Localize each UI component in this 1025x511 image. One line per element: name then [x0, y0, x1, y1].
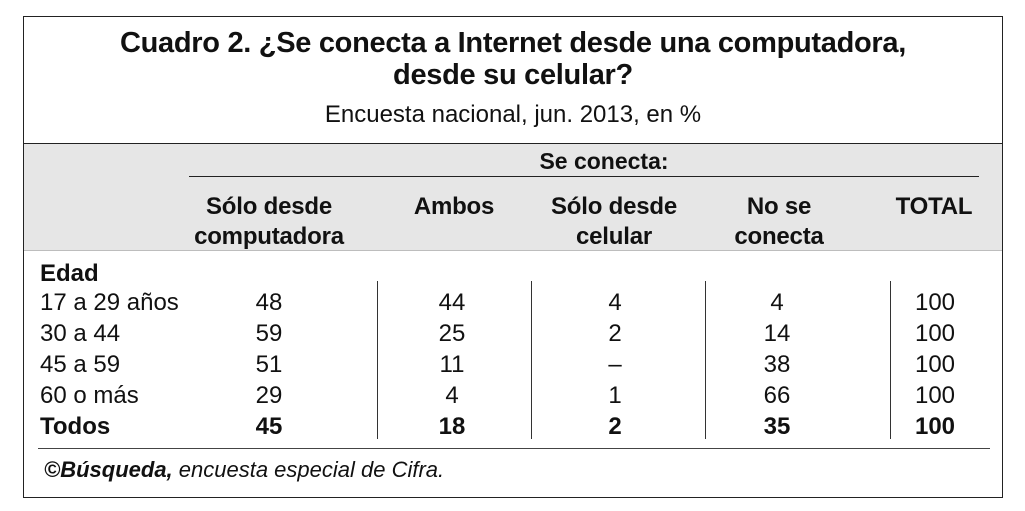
cell-solo-celular: 4 [608, 289, 622, 316]
column-header-line-1: Ambos [413, 193, 495, 220]
cell-total: 100 [914, 382, 956, 409]
column-header-line-2: computadora [194, 223, 344, 250]
cell-no-conecta: 4 [770, 289, 784, 316]
column-header-total: TOTAL [874, 192, 994, 222]
cell-solo-computadora: 51 [255, 351, 283, 378]
column-header-line-1: Sólo desde [550, 193, 678, 220]
cell-total: 100 [914, 320, 956, 347]
cell-solo-celular: 2 [608, 320, 622, 347]
column-header-line-1: No se [746, 193, 812, 220]
column-divider [531, 281, 532, 439]
column-header-solo-computadora: Sólo desde computadora [184, 192, 354, 252]
cell-total: 100 [914, 289, 956, 316]
title-box: Cuadro 2. ¿Se conecta a Internet desde u… [24, 17, 1002, 144]
title-line-2: desde su celular? [393, 59, 633, 91]
cell-solo-computadora: 45 [255, 413, 283, 440]
group-rule [189, 176, 979, 177]
table-row: 45 a 59 51 11 – 38 100 [24, 349, 1002, 380]
cell-no-conecta: 35 [763, 413, 791, 440]
header-band: Se conecta: Sólo desde computadora Ambos… [24, 144, 1002, 251]
table-frame: Cuadro 2. ¿Se conecta a Internet desde u… [23, 16, 1003, 498]
cell-total: 100 [914, 351, 956, 378]
table-title: Cuadro 2. ¿Se conecta a Internet desde u… [24, 27, 1002, 91]
source-name: ©Búsqueda, [44, 457, 173, 482]
column-header-no-conecta: No se conecta [714, 192, 844, 252]
cell-ambos: 18 [438, 413, 466, 440]
column-header-line-1: Sólo desde [205, 193, 333, 220]
column-header-line-2: TOTAL [895, 193, 973, 220]
cell-no-conecta: 38 [763, 351, 791, 378]
column-divider [377, 281, 378, 439]
group-label: Se conecta: [539, 148, 669, 174]
cell-no-conecta: 66 [763, 382, 791, 409]
title-line-1: Cuadro 2. ¿Se conecta a Internet desde u… [119, 27, 906, 59]
cell-no-conecta: 14 [763, 320, 791, 347]
cell-solo-computadora: 59 [255, 320, 283, 347]
cell-ambos: 25 [438, 320, 466, 347]
cell-ambos: 4 [445, 382, 459, 409]
column-header-line-2: conecta [734, 223, 824, 250]
table-row: 30 a 44 59 25 2 14 100 [24, 318, 1002, 349]
cell-total: 100 [914, 413, 956, 440]
cell-solo-computadora: 29 [255, 382, 283, 409]
cell-solo-celular: 2 [608, 413, 622, 440]
column-header-line-2: celular [576, 223, 652, 250]
column-header-ambos: Ambos [394, 192, 514, 222]
cell-ambos: 11 [439, 351, 465, 378]
table-row-total: Todos 45 18 2 35 100 [24, 411, 1002, 442]
table-row: 17 a 29 años 48 44 4 4 100 [24, 287, 1002, 318]
row-label: 17 a 29 años [40, 289, 179, 316]
row-label: Todos [40, 413, 111, 440]
footer-rule [38, 448, 990, 449]
column-divider [705, 281, 706, 439]
source-note: ©Búsqueda, encuesta especial de Cifra. [44, 457, 444, 483]
cell-solo-celular: 1 [608, 382, 622, 409]
source-description: encuesta especial de Cifra. [172, 457, 445, 482]
cell-solo-computadora: 48 [255, 289, 283, 316]
column-divider [890, 281, 891, 439]
group-heading-edad: Edad [40, 260, 99, 287]
table-subtitle: Encuesta nacional, jun. 2013, en % [324, 101, 702, 128]
row-label: 30 a 44 [40, 320, 121, 347]
cell-solo-celular: – [608, 351, 622, 378]
row-label: 45 a 59 [40, 351, 121, 378]
column-header-solo-celular: Sólo desde celular [539, 192, 689, 252]
cell-ambos: 44 [438, 289, 466, 316]
table-row: 60 o más 29 4 1 66 100 [24, 380, 1002, 411]
row-label: 60 o más [40, 382, 139, 409]
